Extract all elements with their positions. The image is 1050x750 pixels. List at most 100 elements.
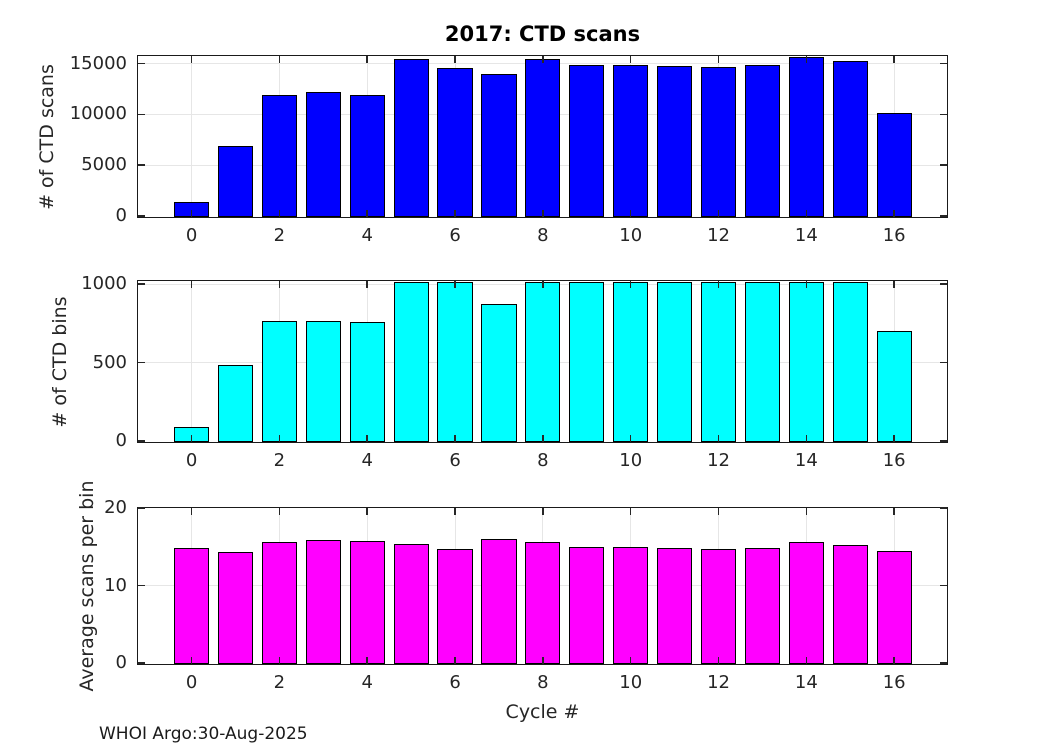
x-tick-label: 0 (185, 450, 198, 471)
x-tick-label: 16 (882, 225, 906, 246)
bar-cycle-11 (657, 282, 693, 442)
bar-cycle-11 (657, 547, 693, 664)
x-tick-mark (893, 508, 895, 515)
x-tick-label: 6 (449, 450, 461, 471)
bar-cycle-3 (305, 92, 341, 217)
x-tick-mark (278, 657, 281, 664)
y-tick-mark (940, 215, 947, 217)
x-tick-label: 4 (361, 672, 373, 693)
x-tick-label: 10 (619, 672, 643, 693)
bar-cycle-7 (481, 74, 517, 217)
x-tick-label: 10 (619, 450, 643, 471)
x-tick-mark (542, 210, 544, 217)
bar-cycle-1 (217, 145, 254, 217)
ctd-scans-chart: 0 2 4 6 8 10 12 14 16 0 5000 10000 15000 (70, 53, 948, 246)
y-tick-label: 0 (115, 430, 127, 451)
x-tick-mark (190, 210, 193, 217)
x-tick-mark (542, 508, 544, 515)
x-tick-mark (717, 210, 720, 217)
y-tick-mark (940, 113, 947, 116)
x-tick-mark (805, 657, 808, 664)
bar-cycle-4 (349, 94, 385, 217)
bar-cycle-12 (700, 548, 737, 664)
gridline-vertical (191, 56, 193, 216)
x-tick-mark (454, 210, 456, 217)
bar-cycle-10 (613, 65, 649, 217)
bar-cycle-1 (217, 364, 254, 442)
bar-cycle-2 (261, 320, 297, 442)
x-tick-label: 16 (882, 672, 906, 693)
y-tick-mark (940, 283, 947, 285)
x-tick-mark (805, 508, 808, 515)
y-tick-mark (138, 62, 145, 65)
y-tick-mark (138, 113, 145, 116)
x-tick-mark (629, 435, 632, 442)
y-tick-mark (138, 215, 145, 217)
x-tick-mark (454, 281, 456, 288)
y-tick-label: 500 (92, 351, 127, 373)
y-tick-label: 10000 (69, 103, 127, 125)
y-tick-label: 15000 (69, 52, 127, 74)
x-tick-mark (366, 281, 368, 288)
x-tick-mark (366, 56, 368, 63)
avg-scans-per-bin-chart: 0 2 4 6 8 10 12 14 16 0 10 20 (104, 497, 948, 693)
x-tick-mark (278, 281, 281, 288)
bar-cycle-6 (437, 549, 473, 664)
x-tick-label: 6 (449, 225, 461, 246)
x-tick-mark (542, 56, 544, 63)
bar-cycle-1 (217, 551, 254, 664)
x-tick-mark (717, 435, 720, 442)
bar-cycle-13 (744, 64, 780, 217)
bar-cycle-3 (305, 320, 341, 442)
bar-cycle-6 (437, 68, 473, 217)
bar-cycle-13 (744, 282, 780, 442)
y-tick-mark (940, 361, 947, 364)
bar-cycle-8 (525, 59, 561, 217)
y-tick-mark (138, 440, 145, 442)
x-tick-mark (190, 281, 193, 288)
x-tick-mark (805, 210, 808, 217)
y-tick-mark (940, 584, 947, 587)
bar-cycle-14 (788, 282, 824, 442)
x-tick-label: 8 (537, 672, 549, 693)
x-axis-label: Cycle # (505, 701, 580, 723)
y-tick-mark (940, 662, 947, 664)
x-tick-label: 0 (185, 225, 198, 246)
bar-cycle-8 (525, 282, 561, 442)
bar-cycle-3 (305, 540, 341, 664)
bar-cycle-10 (613, 282, 649, 442)
x-tick-mark (278, 435, 281, 442)
x-tick-label: 14 (794, 672, 818, 693)
bar-cycle-4 (349, 321, 385, 442)
x-tick-mark (366, 508, 368, 515)
y-tick-mark (138, 662, 145, 664)
x-tick-mark (366, 210, 368, 217)
x-tick-mark (893, 56, 895, 63)
x-tick-mark (542, 281, 544, 288)
x-tick-label: 4 (361, 225, 373, 246)
x-tick-label: 0 (185, 672, 198, 693)
y-tick-mark (138, 507, 145, 509)
x-tick-mark (278, 210, 281, 217)
x-tick-mark (893, 281, 895, 288)
ctd-bins-chart: 0 2 4 6 8 10 12 14 16 0 500 1000 (81, 273, 948, 471)
y-tick-mark (940, 507, 947, 509)
x-tick-label: 14 (794, 225, 818, 246)
bar-cycle-15 (832, 60, 868, 217)
y-tick-mark (138, 361, 145, 364)
bar-cycle-7 (481, 539, 517, 664)
bar-cycle-12 (700, 282, 737, 442)
bar-cycle-11 (657, 66, 693, 217)
bar-cycle-5 (393, 282, 429, 442)
x-tick-mark (805, 281, 808, 288)
gridline-vertical (191, 281, 193, 441)
x-tick-label: 2 (273, 672, 286, 693)
y-tick-mark (940, 62, 947, 65)
x-tick-label: 16 (882, 450, 906, 471)
y-tick-label: 0 (115, 205, 127, 226)
bar-cycle-15 (832, 544, 868, 664)
x-tick-mark (717, 657, 720, 664)
bar-cycle-16 (876, 330, 912, 442)
x-tick-mark (366, 435, 368, 442)
